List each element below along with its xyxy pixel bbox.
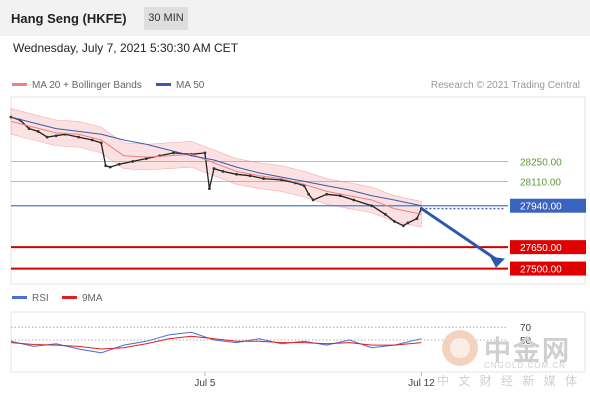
projection-arrow-shaft: [420, 207, 499, 262]
legend-rsi-ma: 9MA: [62, 293, 103, 304]
price-point-36: [401, 224, 405, 228]
legend-ma50: MA 50: [156, 80, 204, 91]
projection-arrow-head: [490, 256, 505, 268]
price-point-4: [45, 135, 49, 139]
research-credit: Research © 2021 Trading Central: [430, 80, 580, 91]
level-label-bg-3: [510, 240, 586, 255]
price-point-37: [406, 221, 410, 225]
interval-button[interactable]: 30 MIN: [144, 7, 188, 30]
watermark-tagline: 中 文 财 经 新 媒 体: [437, 374, 581, 388]
rsi-series-line-0: [10, 331, 422, 354]
price-point-34: [383, 212, 387, 216]
level-label-4: 27500.00: [520, 265, 562, 276]
legend-rsi-ma-label: 9MA: [82, 293, 103, 304]
series-line-2: [10, 116, 422, 207]
price-point-30: [325, 192, 329, 196]
instrument-title: Hang Seng (HKFE): [11, 11, 127, 26]
price-point-38: [415, 217, 419, 220]
series-line-1: [10, 120, 422, 215]
level-label-bg-4: [510, 261, 586, 276]
bollinger-swatch: [12, 82, 27, 86]
price-point-29: [311, 198, 315, 202]
ma50-swatch: [156, 82, 171, 86]
price-point-18: [203, 151, 207, 155]
legend-bollinger: MA 20 + Bollinger Bands: [12, 80, 142, 91]
level-label-bg-2: [510, 198, 586, 213]
price-point-11: [108, 165, 112, 169]
price-point-24: [262, 177, 265, 180]
price-point-25: [280, 178, 283, 182]
legend-ma50-label: MA 50: [176, 80, 205, 91]
rsi-swatch: [12, 295, 27, 299]
series-line-0: [10, 116, 422, 227]
level-label-3: 27650.00: [520, 243, 562, 254]
rsi-series-line-1: [10, 335, 422, 350]
chart-header: Hang Seng (HKFE) 30 MIN: [0, 0, 590, 36]
price-point-2: [27, 127, 31, 130]
price-point-5: [54, 134, 58, 138]
legend-rsi-label: RSI: [32, 293, 49, 304]
x-tick-label-0: Jul 5: [194, 378, 216, 389]
legend-rsi: RSI: [12, 293, 49, 304]
watermark-url: CNGOLD.COM.CN: [484, 361, 566, 370]
watermark-name: 中金网: [484, 336, 571, 366]
price-point-35: [392, 220, 396, 223]
level-label-1: 28110.00: [520, 177, 561, 188]
price-point-10: [104, 164, 108, 168]
price-point-13: [131, 160, 135, 163]
price-point-22: [235, 172, 238, 176]
price-point-16: [171, 151, 175, 155]
x-tick-label-1: Jul 12: [408, 378, 435, 389]
price-point-33: [370, 204, 374, 208]
chart-datetime: Wednesday, July 7, 2021 5:30:30 AM CET: [13, 41, 239, 55]
price-point-12: [117, 162, 121, 166]
watermark-logo-inner: [450, 338, 470, 358]
price-point-19: [208, 187, 211, 190]
price-point-23: [248, 174, 252, 178]
level-label-2: 27940.00: [520, 202, 562, 213]
price-point-7: [77, 135, 81, 139]
price-point-28: [307, 192, 311, 196]
rsi-panel-frame: [10, 311, 586, 373]
rsi-ma-swatch: [62, 295, 77, 299]
price-point-9: [99, 141, 103, 145]
price-point-21: [221, 170, 225, 173]
price-point-20: [212, 167, 216, 170]
price-point-8: [90, 138, 94, 142]
rsi-tick-label-1: 50: [520, 336, 532, 347]
bollinger-band: [10, 108, 422, 228]
price-point-31: [338, 194, 342, 198]
level-label-0: 28250.00: [520, 157, 562, 168]
rsi-tick-label-0: 70: [520, 323, 532, 334]
legend-bollinger-label: MA 20 + Bollinger Bands: [32, 80, 142, 91]
price-panel-frame: [10, 96, 586, 285]
price-point-32: [352, 198, 356, 202]
price-point-14: [144, 157, 148, 160]
price-point-3: [36, 130, 40, 133]
